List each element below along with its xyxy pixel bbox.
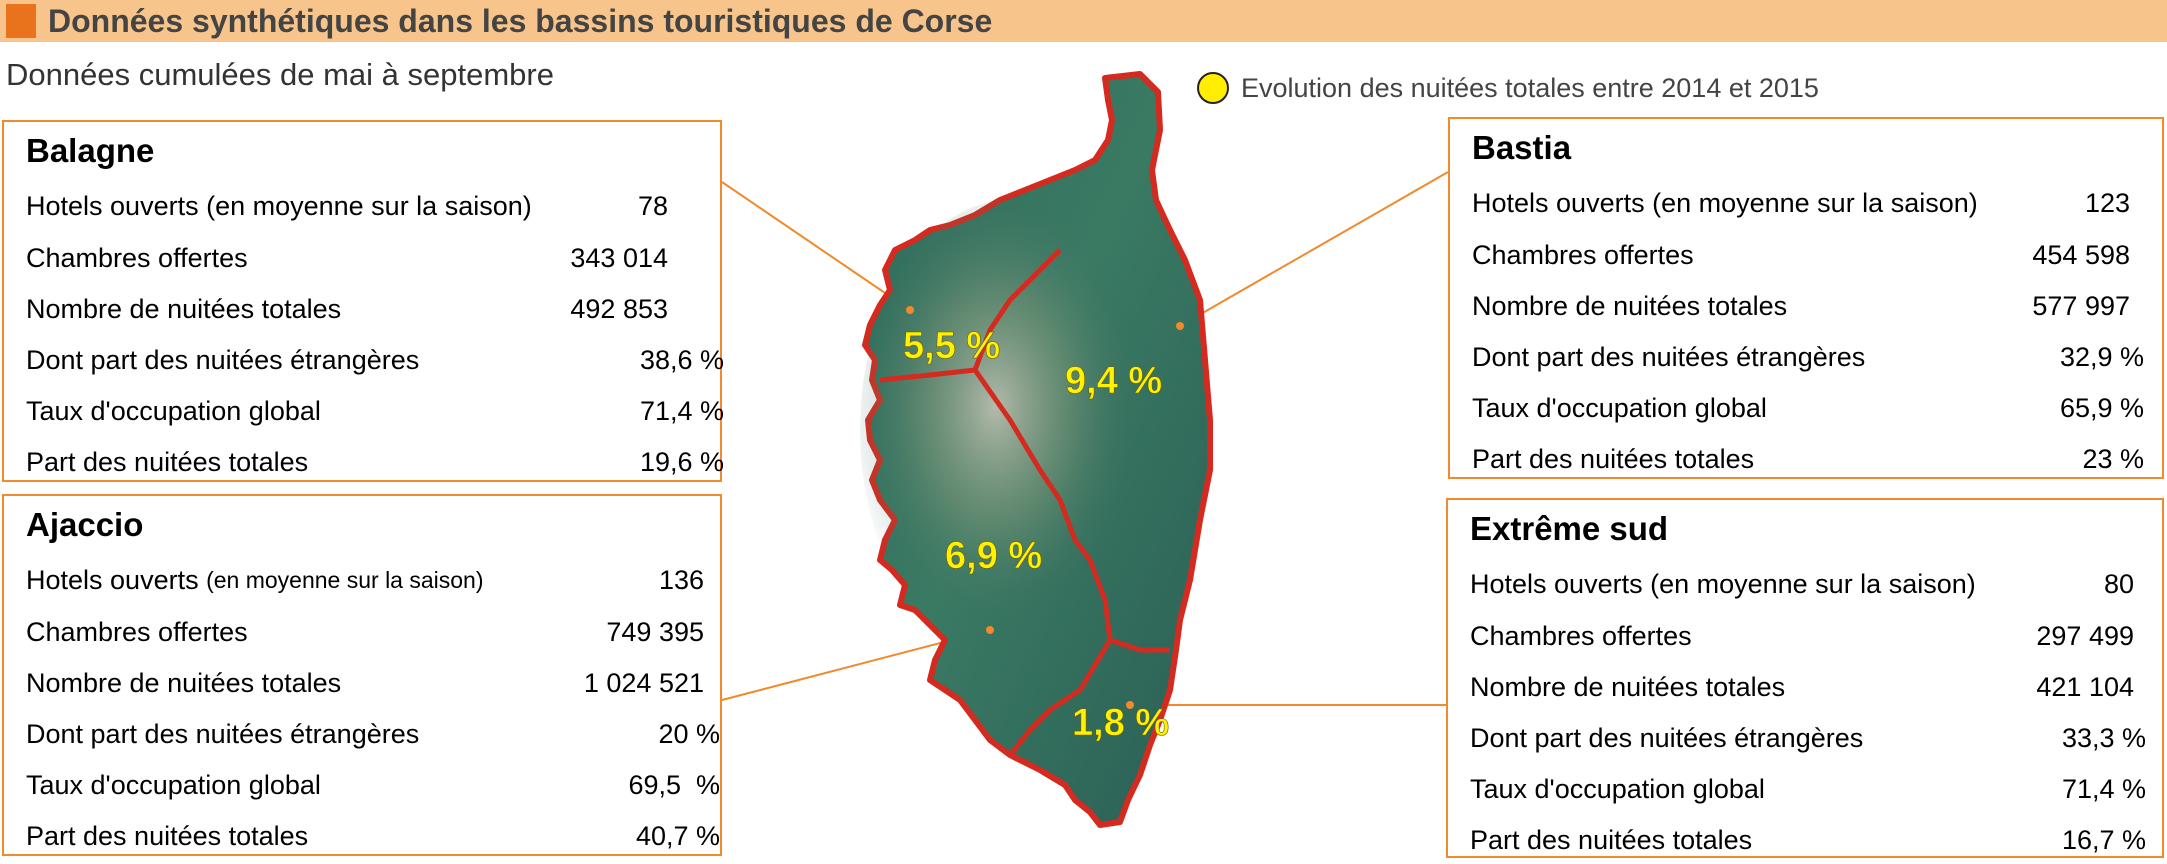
table-row: Nombre de nuitées totales 577 997 — [1472, 290, 2130, 321]
leader-line-balagne — [721, 181, 911, 311]
page-subtitle: Données cumulées de mai à septembre — [6, 57, 554, 92]
table-row: Dont part des nuitées étrangères 33,3 % — [1470, 722, 2146, 753]
region-box-extreme-sud: Extrême sud Hotels ouverts (en moyenne s… — [1446, 498, 2164, 858]
legend-text: Evolution des nuitées totales entre 2014… — [1241, 72, 1819, 103]
boundary-balagne — [879, 248, 1062, 383]
region-title-ajaccio: Ajaccio — [26, 506, 144, 543]
title-bar: Données synthétiques dans les bassins to… — [0, 0, 2167, 42]
map-legend: Evolution des nuitées totales entre 2014… — [1197, 68, 1819, 108]
table-row: Taux d'occupation global 69,5 % — [26, 769, 720, 800]
evolution-label-bastia: 9,4 % — [1065, 360, 1162, 402]
mountain-relief — [860, 200, 1160, 660]
marker-bastia — [1176, 322, 1184, 330]
marker-ajaccio — [986, 626, 994, 634]
region-title-balagne: Balagne — [26, 132, 155, 169]
evolution-label-balagne: 5,5 % — [903, 325, 1000, 367]
region-box-bastia: Bastia Hotels ouverts (en moyenne sur la… — [1448, 117, 2164, 479]
table-row: Chambres offertes 343 014 — [26, 242, 668, 273]
table-row: Part des nuitées totales 23 % — [1472, 443, 2144, 474]
region-title-extreme-sud: Extrême sud — [1470, 510, 1669, 547]
table-row: Taux d'occupation global 71,4 % — [1470, 773, 2146, 804]
marker-balagne — [906, 306, 914, 314]
region-title-bastia: Bastia — [1472, 129, 1572, 166]
region-box-balagne: Balagne Hotels ouverts (en moyenne sur l… — [2, 120, 724, 482]
table-row: Nombre de nuitées totales 492 853 — [26, 293, 668, 324]
table-row: Part des nuitées totales 19,6 % — [26, 446, 724, 477]
table-row: Taux d'occupation global 71,4 % — [26, 395, 724, 426]
table-row: Chambres offertes 454 598 — [1472, 239, 2130, 270]
table-row: Chambres offertes 297 499 — [1470, 620, 2134, 651]
table-row: Dont part des nuitées étrangères 20 % — [26, 718, 720, 749]
boundary-bastia — [972, 368, 1113, 641]
table-row: Hotels ouverts (en moyenne sur la saison… — [1472, 187, 2130, 218]
legend-yellow-circle-icon — [1197, 72, 1229, 104]
table-row: Dont part des nuitées étrangères 38,6 % — [26, 344, 724, 375]
table-row: Chambres offertes 749 395 — [26, 616, 704, 647]
table-row: Dont part des nuitées étrangères 32,9 % — [1472, 341, 2144, 372]
leader-line-bastia — [1179, 171, 1449, 327]
title-accent-mark — [6, 4, 36, 38]
boundary-extreme-sud — [1008, 637, 1170, 757]
region-box-ajaccio: Ajaccio Hotels ouverts (en moyenne sur l… — [2, 494, 722, 856]
table-row: Part des nuitées totales 16,7 % — [1470, 824, 2146, 855]
table-row: Nombre de nuitées totales 1 024 521 — [26, 667, 704, 698]
table-row: Part des nuitées totales 40,7 % — [26, 820, 720, 851]
evolution-label-ajaccio: 6,9 % — [945, 535, 1042, 577]
marker-extreme-sud — [1126, 701, 1134, 709]
evolution-label-extreme-sud: 1,8 % — [1072, 702, 1169, 744]
table-row: Hotels ouverts (en moyenne sur la saison… — [1470, 568, 2134, 599]
table-row: Taux d'occupation global 65,9 % — [1472, 392, 2144, 423]
table-row: Nombre de nuitées totales 421 104 — [1470, 671, 2134, 702]
page-title: Données synthétiques dans les bassins to… — [48, 3, 993, 39]
table-row: Hotels ouverts (en moyenne sur la saison… — [26, 564, 704, 595]
table-row: Hotels ouverts (en moyenne sur la saison… — [26, 190, 668, 221]
